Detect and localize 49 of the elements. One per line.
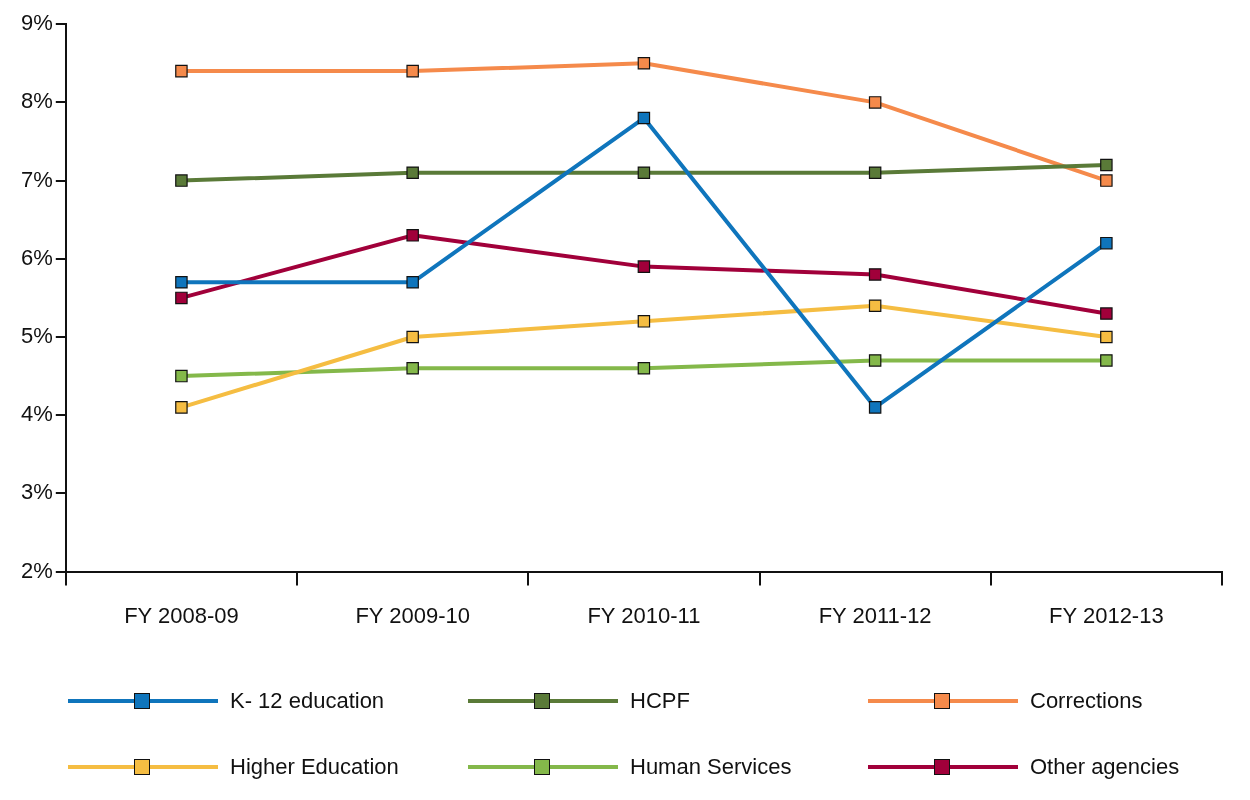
point (868, 354, 882, 367)
point (175, 64, 188, 78)
legend-label: Human Services (630, 754, 792, 780)
point (637, 260, 651, 273)
point (637, 57, 651, 70)
point (1100, 158, 1113, 172)
legend-label: Corrections (1030, 688, 1143, 714)
point (868, 96, 882, 109)
point (175, 369, 188, 383)
point (868, 299, 882, 312)
point (1100, 174, 1113, 187)
point (868, 166, 882, 180)
point (1100, 330, 1113, 344)
y-tick-label: 2% (21, 557, 53, 583)
legend-label: Higher Education (230, 754, 399, 780)
legend-label: K- 12 education (230, 688, 385, 714)
x-tick-label: FY 2010-11 (587, 602, 701, 628)
y-tick-label: 9% (21, 10, 53, 36)
point (175, 401, 188, 414)
x-tick-label: FY 2008-09 (124, 602, 239, 628)
legend-label: HCPF (630, 688, 690, 714)
point (406, 229, 419, 242)
y-tick-label: 7% (21, 166, 53, 192)
point (406, 362, 419, 375)
point (406, 64, 419, 78)
point (637, 315, 651, 328)
point (406, 330, 419, 344)
point (637, 166, 651, 180)
point (868, 401, 882, 414)
y-tick-label: 4% (21, 401, 53, 427)
point (175, 291, 188, 305)
x-tick-label: FY 2011-12 (818, 602, 932, 628)
legend-label: Other agencies (1030, 754, 1180, 780)
y-tick-label: 8% (21, 88, 53, 114)
point (1100, 307, 1113, 320)
point (175, 276, 188, 289)
point (637, 111, 651, 125)
y-tick-label: 6% (21, 244, 53, 270)
point (1100, 236, 1113, 250)
point (406, 166, 419, 180)
point (637, 362, 651, 375)
y-tick-label: 5% (21, 323, 53, 349)
point (868, 268, 882, 281)
point (1100, 354, 1113, 367)
x-tick-label: FY 2012-13 (1049, 602, 1164, 628)
point (175, 174, 188, 187)
y-tick-label: 3% (21, 479, 53, 505)
point (406, 276, 419, 289)
x-tick-label: FY 2009-10 (355, 602, 470, 628)
